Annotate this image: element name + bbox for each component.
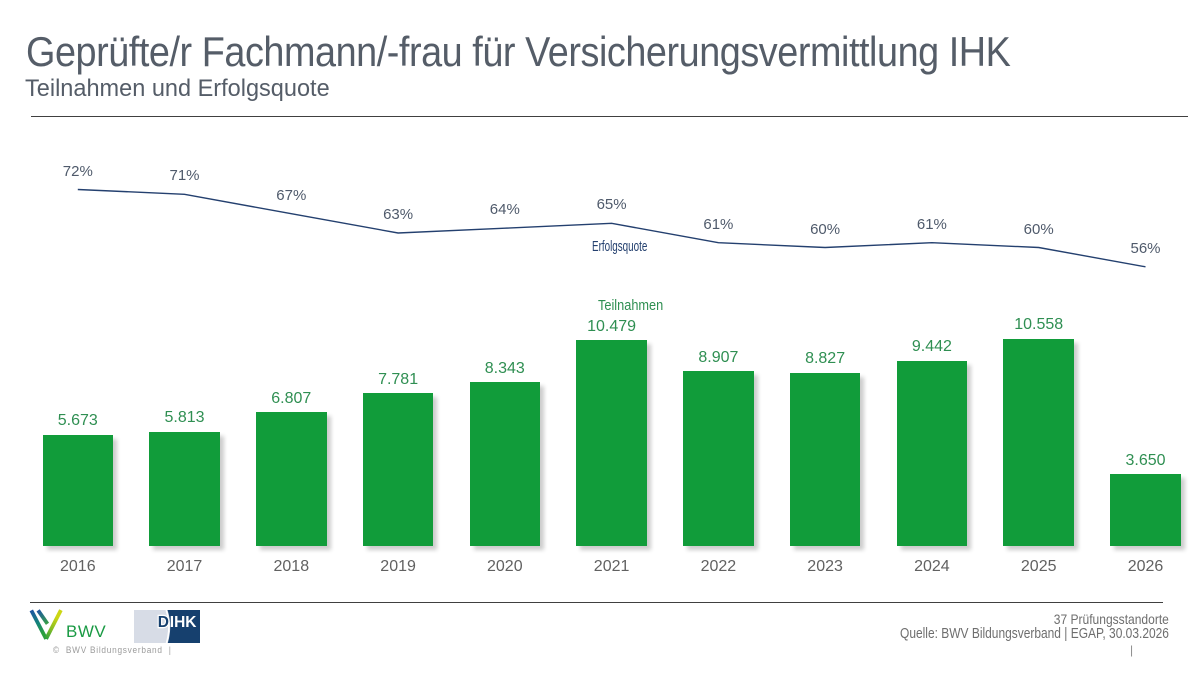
svg-text:D: D (158, 614, 169, 631)
svg-text:IHK: IHK (170, 614, 198, 631)
